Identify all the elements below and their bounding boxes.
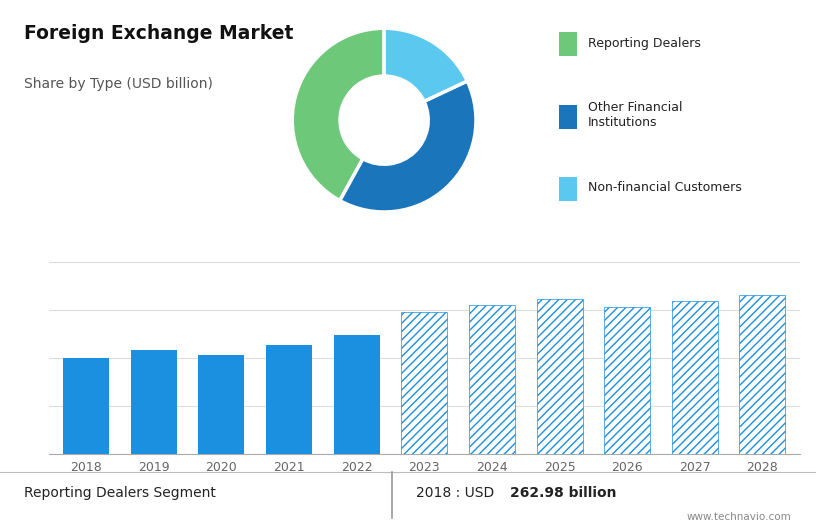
- Bar: [537, 299, 583, 454]
- Text: Reporting Dealers: Reporting Dealers: [588, 37, 700, 50]
- Bar: [604, 307, 650, 454]
- Bar: [131, 350, 177, 454]
- Bar: [266, 345, 312, 454]
- Wedge shape: [339, 81, 476, 212]
- Text: Non-financial Customers: Non-financial Customers: [588, 181, 741, 194]
- Bar: [198, 355, 245, 454]
- Text: Foreign Exchange Market: Foreign Exchange Market: [24, 24, 294, 43]
- Text: Other Financial
Institutions: Other Financial Institutions: [588, 101, 682, 129]
- Bar: [559, 176, 577, 201]
- Bar: [559, 32, 577, 56]
- Wedge shape: [384, 28, 468, 101]
- Text: www.technavio.com: www.technavio.com: [687, 512, 792, 522]
- Bar: [559, 105, 577, 128]
- Wedge shape: [292, 28, 384, 201]
- Bar: [401, 312, 447, 454]
- Bar: [672, 301, 718, 454]
- Text: Share by Type (USD billion): Share by Type (USD billion): [24, 77, 213, 91]
- Bar: [739, 295, 786, 454]
- Bar: [469, 305, 515, 454]
- Bar: [334, 335, 379, 454]
- Text: Reporting Dealers Segment: Reporting Dealers Segment: [24, 486, 216, 500]
- Text: 262.98 billion: 262.98 billion: [510, 486, 617, 500]
- Bar: [63, 358, 109, 454]
- Text: 2018 : USD: 2018 : USD: [416, 486, 499, 500]
